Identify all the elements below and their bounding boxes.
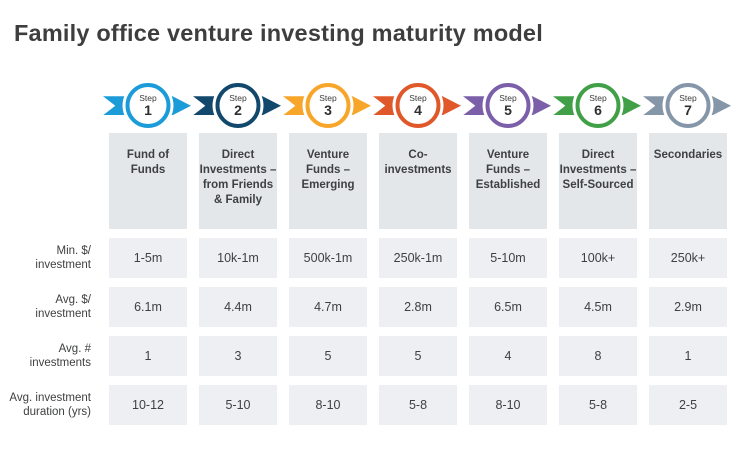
stage-header-2: Direct Investments – from Friends & Fami… — [199, 133, 277, 230]
step-number: 1 — [144, 102, 152, 119]
step-circle-7: Step 7 — [665, 83, 711, 129]
stage-header-6: Direct Investments – Self-Sourced — [559, 133, 637, 230]
step-number: 5 — [504, 102, 512, 119]
table-cell: 5 — [289, 336, 367, 377]
table-cell: 2-5 — [649, 385, 727, 426]
step-column-6: Step 6 Direct Investments – Self-Sourced… — [553, 83, 643, 426]
row-label-min-investment: Min. $/ investment — [35, 245, 91, 272]
step-label: Step — [139, 92, 157, 103]
stage-header-3: Venture Funds – Emerging — [289, 133, 367, 230]
step-circle-5: Step 5 — [485, 83, 531, 129]
step-marker-5: Step 5 — [463, 83, 553, 133]
stage-header-7: Secondaries — [649, 133, 727, 230]
step-label: Step — [499, 92, 517, 103]
step-label: Step — [679, 92, 697, 103]
table-cell: 10k-1m — [199, 238, 277, 279]
table-cell: 8-10 — [469, 385, 547, 426]
table-cell: 5-8 — [559, 385, 637, 426]
step-label: Step — [589, 92, 607, 103]
table-cell: 500k-1m — [289, 238, 367, 279]
step-column-5: Step 5 Venture Funds – Established 5-10m… — [463, 83, 553, 426]
table-cell: 1-5m — [109, 238, 187, 279]
table-cell: 100k+ — [559, 238, 637, 279]
step-label: Step — [229, 92, 247, 103]
table-cell: 4.4m — [199, 287, 277, 328]
table-cell: 10-12 — [109, 385, 187, 426]
step-column-2: Step 2 Direct Investments – from Friends… — [193, 83, 283, 426]
step-label: Step — [409, 92, 427, 103]
table-cell: 3 — [199, 336, 277, 377]
row-labels-column: Min. $/ investment Avg. $/ investment Av… — [0, 83, 103, 425]
step-number: 3 — [324, 102, 332, 119]
step-circle-6: Step 6 — [575, 83, 621, 129]
table-cell: 2.9m — [649, 287, 727, 328]
step-circle-4: Step 4 — [395, 83, 441, 129]
table-cell: 250k-1m — [379, 238, 457, 279]
table-cell: 8 — [559, 336, 637, 377]
table-cell: 6.1m — [109, 287, 187, 328]
table-cell: 4.5m — [559, 287, 637, 328]
step-number: 2 — [234, 102, 242, 119]
table-cell: 6.5m — [469, 287, 547, 328]
stage-header-4: Co-investments — [379, 133, 457, 230]
stage-header-1: Fund of Funds — [109, 133, 187, 230]
table-cell: 250k+ — [649, 238, 727, 279]
maturity-grid: Min. $/ investment Avg. $/ investment Av… — [0, 83, 733, 426]
table-cell: 5 — [379, 336, 457, 377]
row-label-avg-investment: Avg. $/ investment — [35, 294, 91, 321]
table-cell: 5-10 — [199, 385, 277, 426]
step-column-7: Step 7 Secondaries 250k+ 2.9m 1 2-5 — [643, 83, 733, 426]
table-cell: 4.7m — [289, 287, 367, 328]
step-label: Step — [319, 92, 337, 103]
step-marker-7: Step 7 — [643, 83, 733, 133]
stage-header-5: Venture Funds – Established — [469, 133, 547, 230]
step-circle-3: Step 3 — [305, 83, 351, 129]
table-cell: 1 — [649, 336, 727, 377]
step-circle-2: Step 2 — [215, 83, 261, 129]
step-marker-3: Step 3 — [283, 83, 373, 133]
table-cell: 1 — [109, 336, 187, 377]
step-marker-6: Step 6 — [553, 83, 643, 133]
labels-spacer — [0, 83, 103, 229]
step-number: 7 — [684, 102, 692, 119]
step-number: 6 — [594, 102, 602, 119]
step-marker-1: Step 1 — [103, 83, 193, 133]
table-cell: 5-10m — [469, 238, 547, 279]
step-number: 4 — [414, 102, 422, 119]
step-circle-1: Step 1 — [125, 83, 171, 129]
table-cell: 2.8m — [379, 287, 457, 328]
step-column-3: Step 3 Venture Funds – Emerging 500k-1m … — [283, 83, 373, 426]
table-cell: 4 — [469, 336, 547, 377]
row-label-avg-count: Avg. # investments — [29, 343, 91, 370]
page-title: Family office venture investing maturity… — [14, 20, 543, 46]
step-marker-2: Step 2 — [193, 83, 283, 133]
table-cell: 5-8 — [379, 385, 457, 426]
step-marker-4: Step 4 — [373, 83, 463, 133]
step-column-1: Step 1 Fund of Funds 1-5m 6.1m 1 10-12 — [103, 83, 193, 426]
table-cell: 8-10 — [289, 385, 367, 426]
step-column-4: Step 4 Co-investments 250k-1m 2.8m 5 5-8 — [373, 83, 463, 426]
row-label-avg-duration: Avg. investment duration (yrs) — [9, 392, 91, 419]
